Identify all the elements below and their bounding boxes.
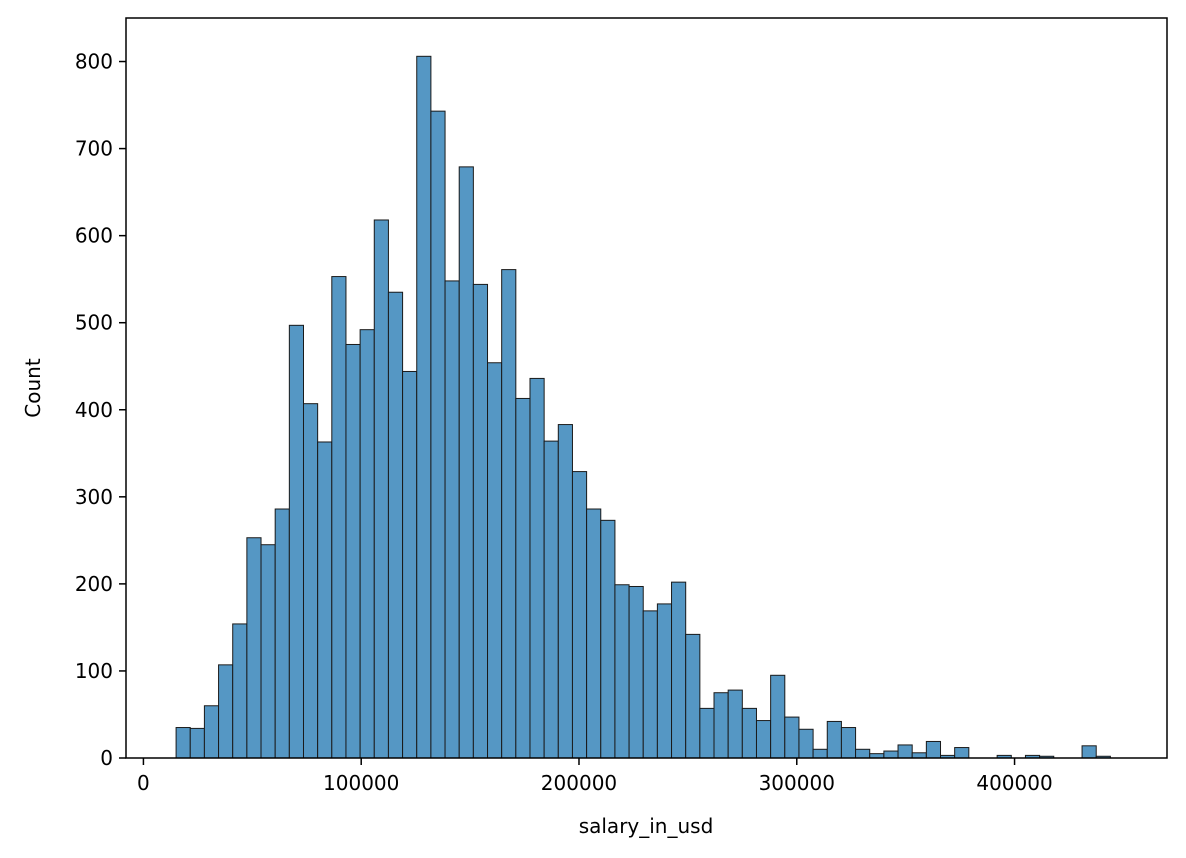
- histogram-bar: [373, 219, 389, 759]
- histogram-bar: [345, 343, 361, 759]
- histogram-bar: [727, 689, 743, 759]
- y-tick-label: 300: [75, 485, 113, 509]
- y-tick-label: 500: [75, 311, 113, 335]
- y-tick-label: 100: [75, 659, 113, 683]
- histogram-bar: [713, 692, 729, 759]
- histogram-bar: [600, 519, 616, 759]
- y-tick-label: 200: [75, 572, 113, 596]
- x-axis-label: salary_in_usd: [579, 814, 714, 838]
- x-tick-label: 0: [137, 771, 150, 795]
- histogram-bar: [642, 610, 658, 759]
- histogram-bar: [826, 720, 842, 759]
- histogram-bar: [274, 508, 290, 759]
- x-tick-label: 300000: [759, 771, 835, 795]
- histogram-bar: [515, 397, 531, 759]
- y-tick-label: 700: [75, 137, 113, 161]
- plot-frame: [125, 17, 1168, 759]
- histogram-bar: [656, 603, 673, 759]
- histogram-bar: [897, 744, 913, 759]
- y-axis-ticks: 0 100 200 300 400 500 600 700 800: [75, 50, 126, 770]
- histogram-bar: [175, 727, 191, 759]
- histogram-bar: [571, 471, 588, 759]
- y-axis-label: Count: [21, 358, 45, 418]
- histogram-bar: [458, 166, 474, 759]
- histogram-bar: [911, 752, 927, 759]
- histogram-bar: [203, 705, 220, 759]
- histogram-bar: [954, 747, 970, 759]
- histogram-bar: [416, 55, 432, 759]
- histogram-bar: [557, 424, 573, 759]
- histogram-bar: [586, 508, 602, 759]
- histogram-bar: [501, 269, 517, 759]
- histogram-bar: [331, 276, 347, 759]
- histogram-bar: [529, 377, 545, 759]
- histogram-bar: [883, 750, 899, 759]
- histogram-bar: [260, 544, 276, 759]
- y-tick-label: 600: [75, 224, 113, 248]
- histogram-bar: [614, 584, 630, 759]
- histogram-bars: [175, 55, 1111, 759]
- histogram-bar: [685, 633, 701, 759]
- histogram-bar: [317, 441, 333, 759]
- y-tick-label: 800: [75, 50, 113, 74]
- histogram-bar: [798, 728, 814, 759]
- histogram-bar: [430, 110, 446, 759]
- histogram-bar: [218, 664, 234, 759]
- histogram-bar: [487, 362, 503, 759]
- histogram-bar: [1081, 745, 1097, 759]
- histogram-bar: [855, 748, 871, 759]
- histogram-bar: [444, 280, 460, 759]
- histogram-bar: [302, 403, 319, 759]
- histogram-bar: [741, 707, 757, 759]
- histogram-bar: [543, 440, 559, 759]
- histogram-bar: [288, 324, 304, 759]
- histogram-bar: [232, 623, 248, 759]
- histogram-bar: [699, 707, 715, 759]
- histogram-bar: [812, 748, 828, 759]
- x-tick-label: 100000: [323, 771, 399, 795]
- histogram-bar: [784, 716, 800, 759]
- histogram-bar: [189, 727, 205, 759]
- histogram-bar: [387, 291, 404, 759]
- x-tick-label: 200000: [541, 771, 617, 795]
- histogram-bar: [628, 585, 644, 759]
- histogram-bar: [359, 329, 375, 759]
- histogram-bar: [246, 537, 262, 759]
- x-tick-label: 400000: [976, 771, 1052, 795]
- histogram-bar: [840, 727, 857, 759]
- histogram-bar: [402, 370, 418, 759]
- histogram-bar: [925, 740, 942, 759]
- x-axis-ticks: 0 100000 200000 300000 400000: [137, 758, 1053, 795]
- histogram-bar: [671, 581, 687, 759]
- y-tick-label: 400: [75, 398, 113, 422]
- histogram-bar: [770, 674, 786, 759]
- histogram-bar: [755, 720, 772, 759]
- y-tick-label: 0: [100, 746, 113, 770]
- histogram-bar: [472, 283, 489, 759]
